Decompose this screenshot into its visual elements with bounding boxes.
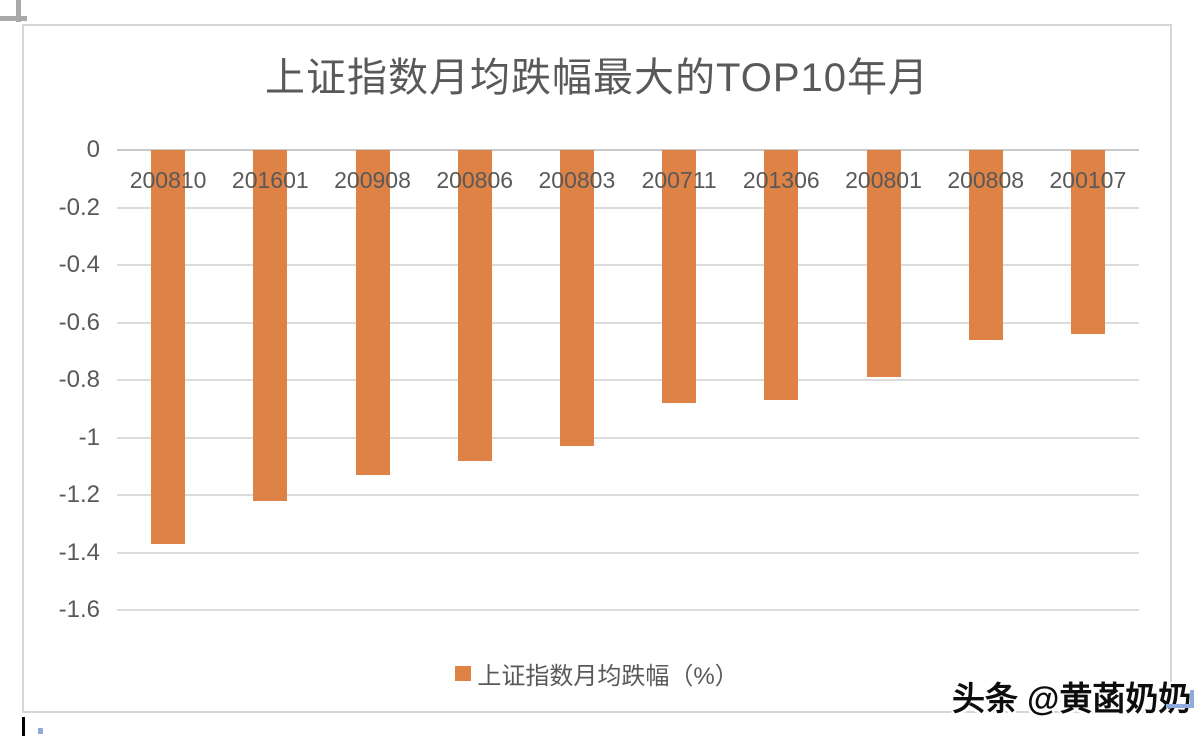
x-axis-line <box>117 149 1139 151</box>
gridline <box>117 321 1139 324</box>
page-corner-mark-icon <box>0 0 28 28</box>
chart-title: 上证指数月均跌幅最大的TOP10年月 <box>265 56 929 100</box>
bar-200107 <box>1070 150 1105 334</box>
gridline <box>117 436 1139 439</box>
gridline <box>117 494 1139 496</box>
bar-200808 <box>968 150 1003 340</box>
corner-mark-horizontal <box>0 16 27 21</box>
bar-200803 <box>559 150 594 447</box>
x-tick-label: 200107 <box>1049 167 1127 193</box>
y-tick-label: -0.6 <box>58 308 100 336</box>
y-tick-label: 0 <box>86 136 100 163</box>
y-tick-label: -1.2 <box>58 481 100 508</box>
chart-frame[interactable]: 上证指数月均跌幅最大的TOP10年月 0 -0.2 -0.4 -0.6 -0.8 -1 -1… <box>22 24 1172 713</box>
bar-200806 <box>457 150 492 461</box>
corner-mark-vertical <box>16 0 21 22</box>
x-tick-label: 200806 <box>436 167 514 193</box>
y-tick-label: -0.8 <box>58 366 100 393</box>
bar-200810 <box>151 150 186 544</box>
x-tick-label: 201601 <box>231 167 309 193</box>
plot-area: 0 -0.2 -0.4 -0.6 -0.8 -1 -1.2 -1.4 -1.6 200810 201… <box>24 26 1170 711</box>
bar-200908 <box>355 150 390 475</box>
x-tick-label: 200711 <box>641 167 717 193</box>
chart-legend: 上证指数月均跌幅（%） <box>24 658 1170 690</box>
bar-201306 <box>764 150 799 401</box>
watermark-text: 头条 @黄菡奶奶 <box>952 680 1192 717</box>
text-cursor <box>22 717 25 736</box>
line-break-icon <box>1166 690 1194 708</box>
x-tick-label: 200908 <box>334 167 411 193</box>
gridline <box>117 206 1139 209</box>
y-tick-label: -0.2 <box>58 193 100 221</box>
x-tick-label: 200801 <box>845 167 922 193</box>
y-tick-label: -1 <box>78 423 100 451</box>
x-tick-label: 200803 <box>538 167 616 193</box>
legend-label: 上证指数月均跌幅（%） <box>477 662 739 690</box>
bar-200711 <box>662 150 697 403</box>
bar-201601 <box>253 150 288 501</box>
bar-200801 <box>866 150 901 378</box>
x-tick-label: 201306 <box>742 167 820 193</box>
gridline <box>117 379 1139 381</box>
paragraph-mark-icon <box>38 728 43 734</box>
x-tick-label: 200808 <box>947 167 1025 193</box>
x-tick-label: 200810 <box>129 167 207 193</box>
legend-marker-swatch <box>455 665 472 681</box>
gridline <box>117 264 1139 266</box>
gridline <box>117 609 1139 611</box>
y-tick-label: -1.4 <box>58 538 100 566</box>
y-tick-label: -1.6 <box>58 596 100 623</box>
y-tick-label: -0.4 <box>58 251 100 278</box>
gridline <box>117 551 1139 554</box>
